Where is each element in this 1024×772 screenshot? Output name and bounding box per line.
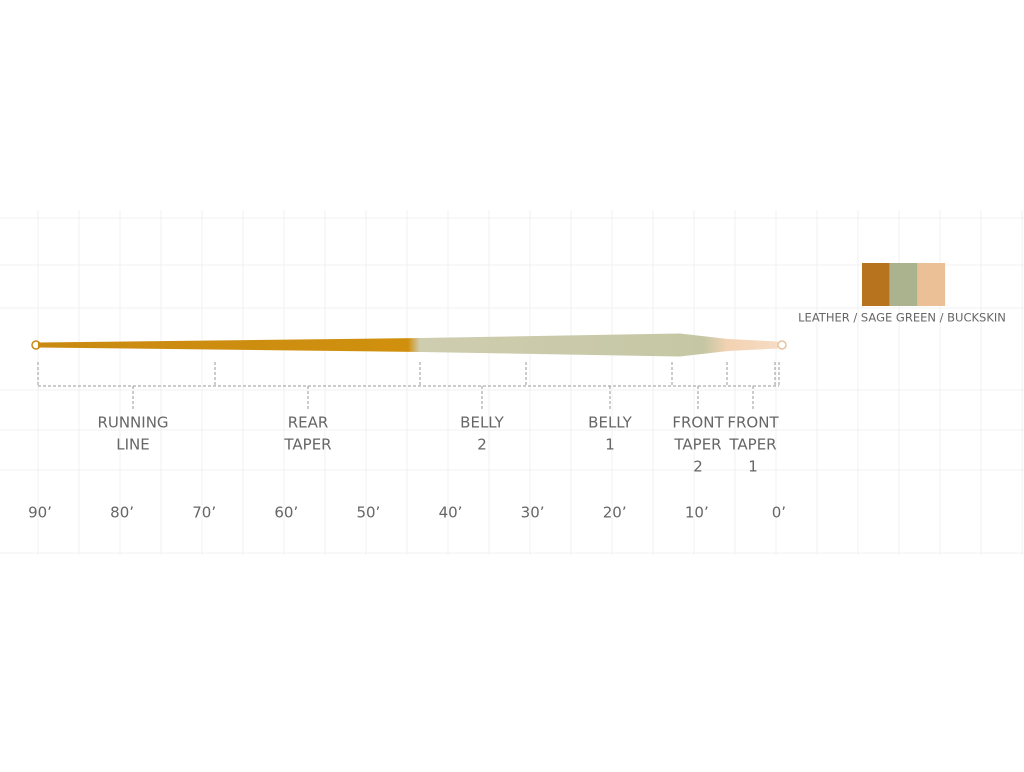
segment-label: RUNNING [97, 414, 168, 432]
distance-label: 50’ [356, 504, 380, 522]
segment-label: 1 [748, 458, 758, 476]
fly-line [38, 333, 778, 357]
distance-label: 20’ [603, 504, 627, 522]
distance-label: 70’ [192, 504, 216, 522]
front-loop [777, 340, 787, 350]
distance-label: 90’ [28, 504, 52, 522]
distance-label: 30’ [521, 504, 545, 522]
segment-label: REAR [288, 414, 329, 432]
segment-label: 1 [605, 436, 615, 454]
distance-label: 60’ [274, 504, 298, 522]
segment-label: BELLY [588, 414, 632, 432]
legend-swatch [862, 263, 890, 306]
legend: LEATHER / SAGE GREEN / BUCKSKIN [798, 263, 1006, 325]
distance-label: 80’ [110, 504, 134, 522]
segment-label: 2 [477, 436, 487, 454]
legend-swatch [889, 263, 918, 306]
segment-label: BELLY [460, 414, 504, 432]
legend-swatch [917, 263, 946, 306]
rear-loop [31, 340, 41, 350]
segment-brackets [37, 362, 780, 410]
segment-label: 2 [693, 458, 703, 476]
segment-label: FRONT [672, 414, 724, 432]
segment-label: LINE [116, 436, 149, 454]
grid [0, 210, 1024, 555]
segment-label: TAPER [283, 436, 331, 454]
segment-label: TAPER [673, 436, 721, 454]
distance-label: 10’ [685, 504, 709, 522]
distance-label: 40’ [439, 504, 463, 522]
segment-label: TAPER [728, 436, 776, 454]
segment-label: FRONT [727, 414, 779, 432]
distance-label: 0’ [772, 504, 786, 522]
legend-label: LEATHER / SAGE GREEN / BUCKSKIN [798, 311, 1006, 325]
